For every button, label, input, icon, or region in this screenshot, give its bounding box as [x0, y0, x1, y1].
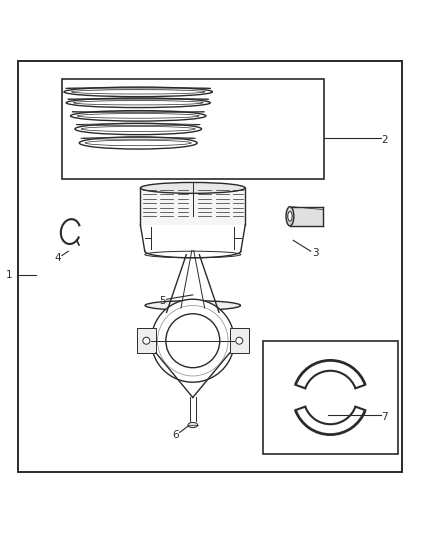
Ellipse shape [64, 87, 212, 96]
Bar [62, 79, 324, 179]
Ellipse shape [78, 114, 199, 118]
Bar [290, 207, 323, 226]
Bar [263, 341, 398, 454]
Bar [141, 188, 245, 225]
Text: 6: 6 [172, 430, 179, 440]
Bar [137, 328, 156, 353]
Text: 3: 3 [312, 248, 318, 259]
Ellipse shape [74, 101, 203, 105]
Ellipse shape [71, 90, 205, 94]
Text: 2: 2 [381, 135, 388, 145]
Ellipse shape [66, 98, 210, 108]
Circle shape [151, 299, 234, 382]
Ellipse shape [85, 140, 191, 146]
Circle shape [143, 337, 150, 344]
Text: 1: 1 [6, 270, 13, 280]
Circle shape [166, 314, 220, 368]
Text: 7: 7 [381, 412, 388, 422]
Ellipse shape [79, 137, 197, 149]
Ellipse shape [288, 212, 292, 221]
Bar [230, 328, 249, 353]
Ellipse shape [81, 126, 195, 132]
Ellipse shape [286, 207, 294, 226]
Ellipse shape [75, 123, 201, 135]
Ellipse shape [188, 422, 198, 427]
Circle shape [236, 337, 243, 344]
Ellipse shape [71, 111, 206, 121]
Text: 4: 4 [54, 253, 61, 263]
Text: 5: 5 [159, 296, 166, 306]
Bar [18, 61, 403, 472]
Ellipse shape [145, 301, 240, 310]
Ellipse shape [141, 182, 245, 193]
